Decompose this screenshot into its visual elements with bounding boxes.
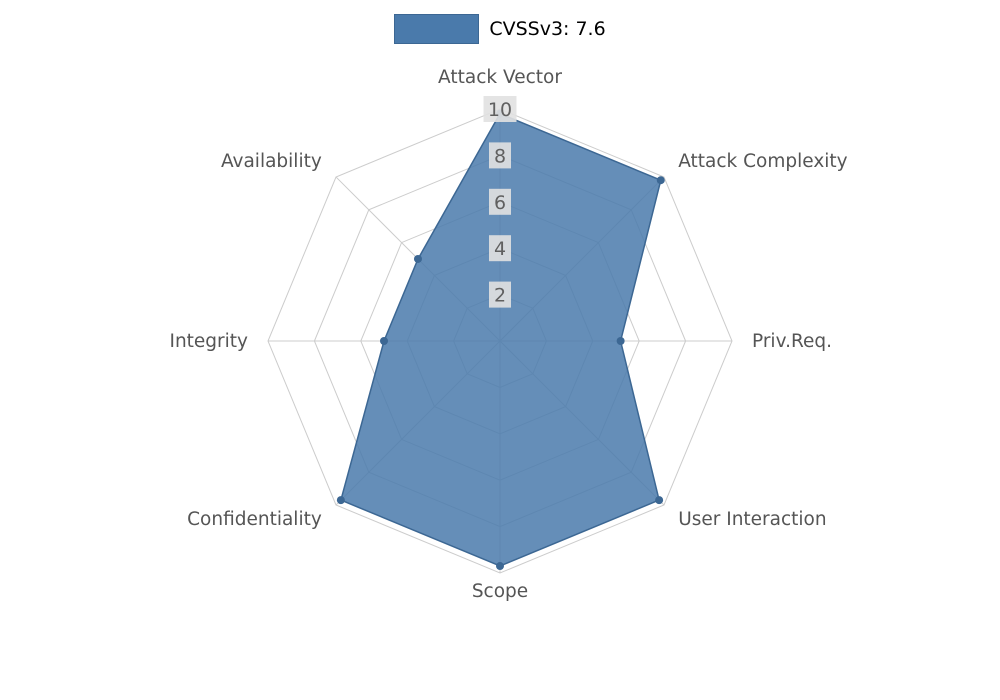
legend-item[interactable]: CVSSv3: 7.6 — [0, 14, 1000, 44]
data-point-marker[interactable] — [616, 337, 625, 345]
data-point-marker[interactable] — [336, 496, 345, 505]
tick-label-box — [483, 96, 517, 122]
tick-label: 4 — [494, 238, 506, 260]
tick-label-box — [489, 281, 511, 308]
tick-label: 6 — [494, 192, 506, 214]
legend-swatch — [394, 14, 480, 44]
axis-label-attack-complexity: Attack Complexity — [678, 151, 847, 172]
data-point-marker[interactable] — [655, 496, 664, 505]
data-point-marker[interactable] — [656, 176, 665, 185]
tick-label: 2 — [494, 285, 506, 307]
data-point-marker[interactable] — [496, 562, 504, 571]
tick-label: 10 — [488, 99, 512, 121]
axis-label-scope: Scope — [472, 581, 528, 602]
axis-label-user-interaction: User Interaction — [678, 509, 826, 530]
tick-label-box — [489, 142, 511, 169]
tick-label: 8 — [494, 145, 506, 167]
tick-label-box — [489, 235, 511, 262]
legend-label: CVSSv3: 7.6 — [489, 18, 606, 40]
axis-label-availability: Availability — [221, 151, 322, 172]
axis-label-integrity: Integrity — [169, 331, 248, 352]
data-point-marker[interactable] — [413, 254, 422, 263]
axis-label-priv-req: Priv.Req. — [752, 331, 832, 352]
axis-label-confidentiality: Confidentiality — [187, 509, 322, 530]
axis-label-attack-vector: Attack Vector — [438, 67, 562, 88]
series-area[interactable] — [340, 112, 662, 567]
tick-label-box — [489, 188, 511, 215]
data-point-marker[interactable] — [380, 337, 388, 345]
